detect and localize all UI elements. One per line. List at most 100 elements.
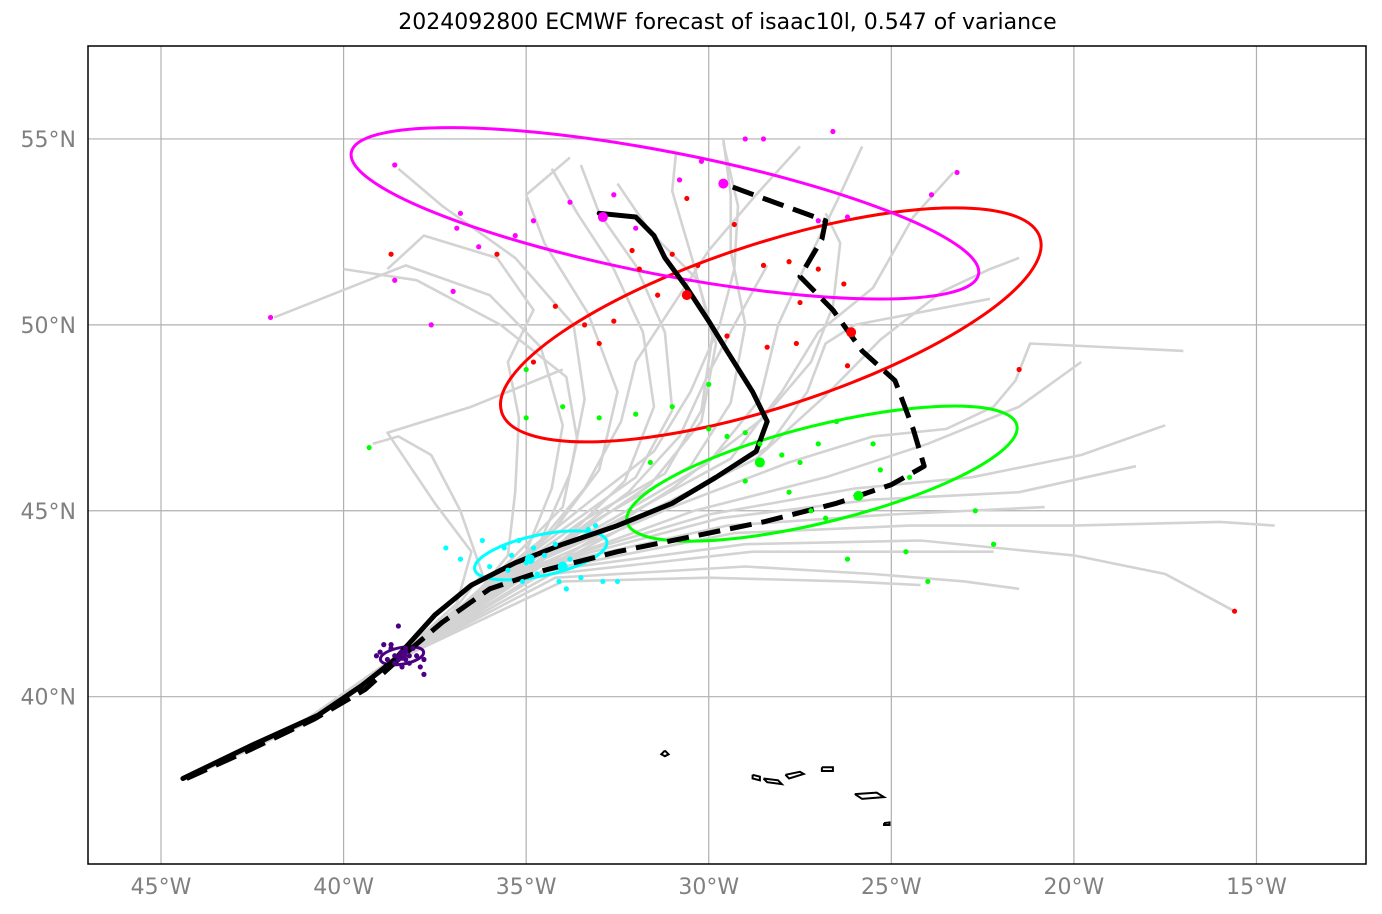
day-5-member-point (742, 136, 748, 142)
day-2-member-point (600, 578, 606, 585)
day-3-member-point (742, 478, 748, 484)
lon-tick-label: 25°W (861, 875, 922, 900)
day-3-mean-point (754, 457, 765, 468)
day-positions (267, 128, 1238, 677)
day-1-member-point (414, 653, 420, 659)
island-coastline (820, 766, 834, 772)
day-4-member-point (1016, 366, 1022, 373)
day-4-member-point (695, 262, 701, 268)
day-4-member-point (581, 322, 588, 328)
day-2-member-point (567, 556, 573, 562)
ensemble-track (186, 212, 842, 780)
day-2-member-point (501, 545, 507, 551)
day-2-mean-point (557, 561, 568, 572)
day-3-member-point (870, 441, 876, 447)
day-4-member-point (494, 251, 500, 257)
day-1-member-point (395, 623, 401, 629)
day-2-member-point (556, 578, 562, 585)
mean-track-solid (180, 210, 770, 781)
ensemble-track (186, 550, 994, 780)
day-4-member-point (388, 251, 394, 257)
day-3-member-point (903, 549, 909, 555)
day-4-member-point (1231, 608, 1238, 614)
day-3-member-point (647, 459, 653, 466)
day-4-member-point (611, 318, 617, 324)
day-3-member-point (779, 452, 785, 458)
day-5-member-point (428, 322, 434, 328)
day-2-member-point (530, 545, 537, 551)
day-4-member-point (841, 281, 847, 287)
island-coastline (883, 821, 891, 826)
mean-track-dashed (185, 181, 927, 781)
ensemble-track (186, 576, 921, 780)
day-4-member-point (815, 266, 821, 272)
day-1-mean-point (397, 650, 408, 661)
day-2-member-point (534, 571, 540, 577)
ensemble-track (186, 520, 1275, 780)
day-3-member-point (706, 426, 712, 432)
island-coastline (854, 791, 888, 800)
day-2-member-point (479, 537, 485, 544)
day-5-member-point (844, 214, 851, 220)
day-3-member-point (906, 474, 913, 480)
day-2-member-point (585, 526, 591, 532)
lat-tick-label: 55°N (21, 128, 76, 153)
day-5-member-point (450, 288, 456, 294)
ensemble-track (186, 342, 1184, 780)
day-5-member-point (512, 233, 518, 239)
day-4-member-point (629, 247, 635, 254)
day-3-member-point (990, 541, 997, 547)
day-3-member-point (808, 508, 814, 514)
day-2-member-point (487, 563, 493, 570)
lon-tick-label: 20°W (1044, 875, 1105, 900)
mean-day-points (397, 178, 864, 661)
island-coastline (784, 770, 807, 780)
day-1-member-point (406, 653, 412, 659)
day-4-member-point (684, 195, 690, 202)
day-4-member-point (786, 259, 792, 265)
day-4-member-point (764, 344, 770, 350)
lat-tick-label: 45°N (21, 500, 76, 525)
day-3-member-point (877, 467, 883, 473)
day-5-member-point (676, 177, 683, 183)
day-5-ellipse (349, 126, 981, 301)
day-5-mean-point (718, 178, 729, 189)
day-4-member-point (797, 299, 803, 306)
day-5-member-point (633, 225, 639, 231)
day-2-member-point (508, 552, 515, 558)
day-2-member-point (457, 556, 464, 562)
gridlines (88, 46, 1366, 864)
ensemble-track (186, 565, 1020, 780)
map-title: 2024092800 ECMWF forecast of isaac10l, 0… (398, 10, 1057, 35)
day-1-member-point (403, 645, 409, 651)
day-4-member-point (669, 251, 675, 257)
day-1-member-point (421, 671, 427, 677)
lat-tick-label: 50°N (21, 314, 76, 339)
ensemble-track (186, 505, 1045, 780)
day-1-member-point (410, 645, 416, 651)
day-1-member-point (421, 656, 427, 663)
day-1-member-point (417, 664, 423, 670)
day-3-member-point (742, 430, 748, 436)
ensemble-track (186, 264, 565, 780)
day-3-member-point (844, 556, 851, 562)
day-2-mean-point (524, 554, 535, 565)
day-5-member-point (457, 210, 464, 216)
day-5-member-point (954, 169, 960, 176)
day-3-member-point (706, 381, 712, 387)
day-5-member-point (530, 218, 537, 224)
day-3-member-point (366, 444, 372, 451)
day-1-member-point (406, 660, 412, 666)
island-coastline (659, 749, 671, 758)
day-5-member-point (476, 244, 482, 250)
coastlines (659, 749, 891, 826)
lon-tick-label: 30°W (678, 875, 739, 900)
day-4-ellipse (498, 206, 1043, 444)
ensemble-track (186, 435, 484, 780)
plot-frame (87, 45, 1367, 865)
day-1-member-point (381, 642, 387, 648)
day-5-member-point (815, 218, 821, 224)
day-2-member-point (563, 586, 569, 592)
day-5-member-point (928, 192, 935, 198)
day-4-mean-point (681, 290, 692, 301)
